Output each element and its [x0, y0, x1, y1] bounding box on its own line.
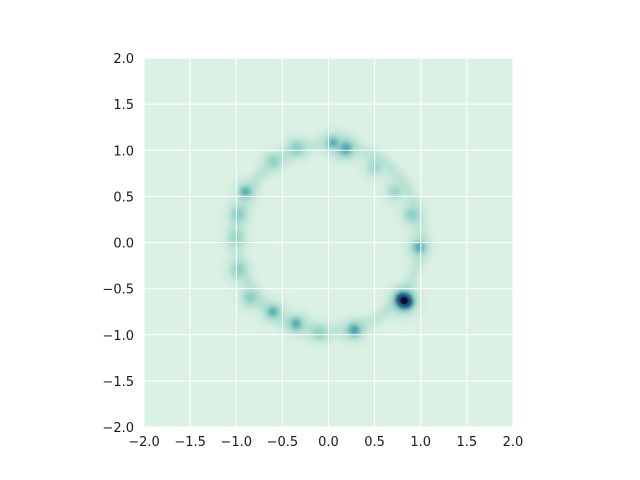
- x-tick-label: 2.0: [503, 435, 524, 450]
- density-peak: [322, 131, 345, 154]
- x-tick-label: −2.0: [128, 435, 160, 450]
- x-tick-label: −1.0: [220, 435, 252, 450]
- x-tick-label: 1.5: [457, 435, 478, 450]
- density-peak: [227, 259, 249, 281]
- density-peak: [342, 318, 367, 342]
- y-tick-label: −2.0: [102, 421, 134, 436]
- density-peak: [384, 181, 406, 202]
- x-tick-label: 0.5: [364, 435, 385, 450]
- y-tick-label: −1.5: [102, 375, 134, 390]
- y-tick-label: 1.5: [113, 98, 134, 113]
- y-tick-labels: 2.0 1.5 1.0 0.5 0.0 −0.5 −1.0 −1.5 −2.0: [102, 52, 134, 436]
- y-tick-label: −0.5: [102, 283, 134, 298]
- density-peak: [262, 151, 284, 172]
- density-peak: [285, 137, 308, 160]
- density-peak: [234, 180, 257, 203]
- y-tick-label: 2.0: [113, 52, 134, 67]
- density-peak: [389, 285, 420, 316]
- density-peak: [308, 322, 330, 344]
- density-peak: [284, 312, 308, 335]
- x-tick-label: 1.0: [410, 435, 431, 450]
- x-tick-label: −1.5: [174, 435, 206, 450]
- y-tick-label: 0.0: [113, 237, 134, 252]
- density-peak: [262, 300, 285, 323]
- grid-layer: [143, 57, 514, 428]
- x-tick-label: 0.0: [318, 435, 339, 450]
- density-peak: [227, 204, 249, 226]
- x-tick-label: −0.5: [267, 435, 299, 450]
- y-tick-label: −1.0: [102, 329, 134, 344]
- y-tick-label: 1.0: [113, 144, 134, 159]
- density-peak: [407, 235, 431, 259]
- x-tick-labels: −2.0 −1.5 −1.0 −0.5 0.0 0.5 1.0 1.5 2.0: [128, 435, 523, 450]
- density-peak: [239, 287, 261, 309]
- density-peak: [400, 204, 423, 226]
- y-tick-label: 0.5: [113, 190, 134, 205]
